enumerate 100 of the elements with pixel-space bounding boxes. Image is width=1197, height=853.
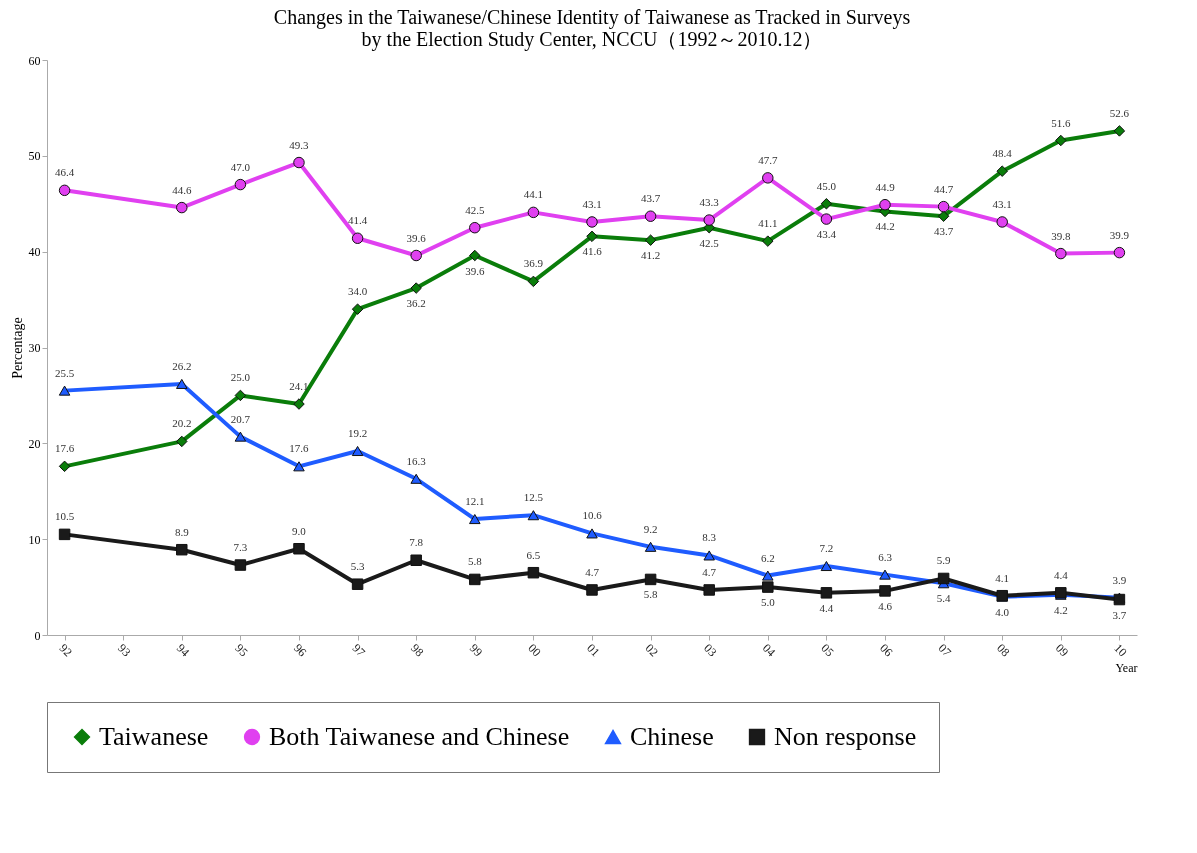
x-tick-label: 00 [525,641,544,660]
point [1113,246,1126,259]
data-label: 46.4 [54,166,75,179]
point [703,584,715,596]
point [234,389,247,402]
data-label: 43.7 [640,192,661,205]
data-label: 34.0 [347,285,368,298]
x-tick-label: 99 [466,641,486,660]
x-tick-label: 03 [701,641,720,660]
data-label: 4.2 [1053,603,1068,616]
y-tick-label: 0 [34,628,41,643]
data-label: 41.4 [347,214,368,227]
point [176,435,188,448]
data-label: 20.7 [230,412,251,425]
data-label: 7.8 [409,536,424,549]
point [762,235,774,247]
data-label: 7.3 [233,541,248,554]
x-tick-label: 07 [935,641,955,660]
data-label: 43.4 [816,228,837,241]
data-label: 4.7 [702,565,717,578]
point [234,431,247,442]
data-label: 43.7 [933,225,954,238]
data-label: 6.2 [760,551,775,564]
point [469,249,481,262]
point [996,165,1008,177]
data-label: 6.5 [526,548,541,561]
x-tick-label: 06 [877,641,896,660]
x-axis-title: Year [1115,660,1138,675]
point [1055,247,1067,260]
y-tick-label: 20 [28,436,41,451]
data-label: 39.8 [1051,229,1071,242]
point [644,234,657,246]
point [293,543,305,555]
point [234,559,247,571]
point [644,573,657,586]
legend-label: Both Taiwanese and Chinese [269,722,570,751]
data-label: 17.6 [54,442,75,455]
data-label: 43.1 [992,197,1012,210]
data-label: 12.1 [465,495,485,508]
data-label: 20.2 [172,417,192,430]
point [293,398,305,410]
data-label: 9.0 [292,524,307,537]
data-label: 44.6 [172,183,192,196]
data-label: 25.0 [230,371,251,384]
point [527,275,540,288]
data-label: 10.6 [582,509,603,522]
data-label: 48.4 [992,147,1013,160]
data-label: 17.6 [289,442,310,455]
x-tick-label: 10 [1111,641,1130,660]
data-label: 5.3 [350,560,365,573]
point [703,550,715,561]
y-tick-label: 60 [28,53,41,68]
y-tick-label: 40 [28,245,41,260]
y-axis-title: Percentage [9,317,25,379]
data-label: 8.9 [174,525,190,538]
data-label: 5.8 [467,555,483,568]
data-label: 42.5 [465,203,485,216]
point [410,282,422,294]
x-tick-label: 97 [349,641,368,660]
data-label: 42.5 [699,236,720,249]
data-label: 36.9 [523,257,544,270]
data-label: 49.3 [289,138,310,151]
data-label: 4.0 [995,605,1010,618]
data-label: 4.6 [878,599,893,612]
data-label: 52.6 [1109,106,1130,119]
point [703,214,715,226]
point [527,206,540,219]
point [351,303,364,315]
data-label: 25.5 [54,366,75,379]
point [879,585,891,597]
x-tick-label: 95 [232,641,251,660]
point [176,201,188,214]
x-tick-label: 01 [584,641,603,660]
x-tick-label: 05 [818,641,837,660]
data-label: 44.1 [523,188,544,201]
point [586,216,598,228]
data-label: 5.4 [936,592,951,605]
point [937,572,950,585]
point [410,249,422,262]
point [293,156,305,169]
x-tick-label: 94 [173,641,193,660]
data-label: 5.9 [936,554,951,567]
data-label: 41.1 [758,217,778,230]
point [937,210,950,222]
y-tick-label: 30 [28,341,41,355]
data-label: 5.0 [760,596,776,609]
point [762,581,774,593]
data-label: 12.5 [523,491,544,504]
data-label: 4.4 [819,601,834,614]
point [879,569,891,580]
x-tick-label: 04 [759,641,779,660]
point [820,587,833,599]
point [527,510,540,521]
point [586,584,598,596]
data-label: 19.2 [347,427,368,439]
point [879,198,891,211]
data-label: 51.6 [1051,116,1071,129]
x-tick-label: 02 [642,641,661,660]
x-tick-label: 92 [56,641,75,660]
point [234,178,247,191]
